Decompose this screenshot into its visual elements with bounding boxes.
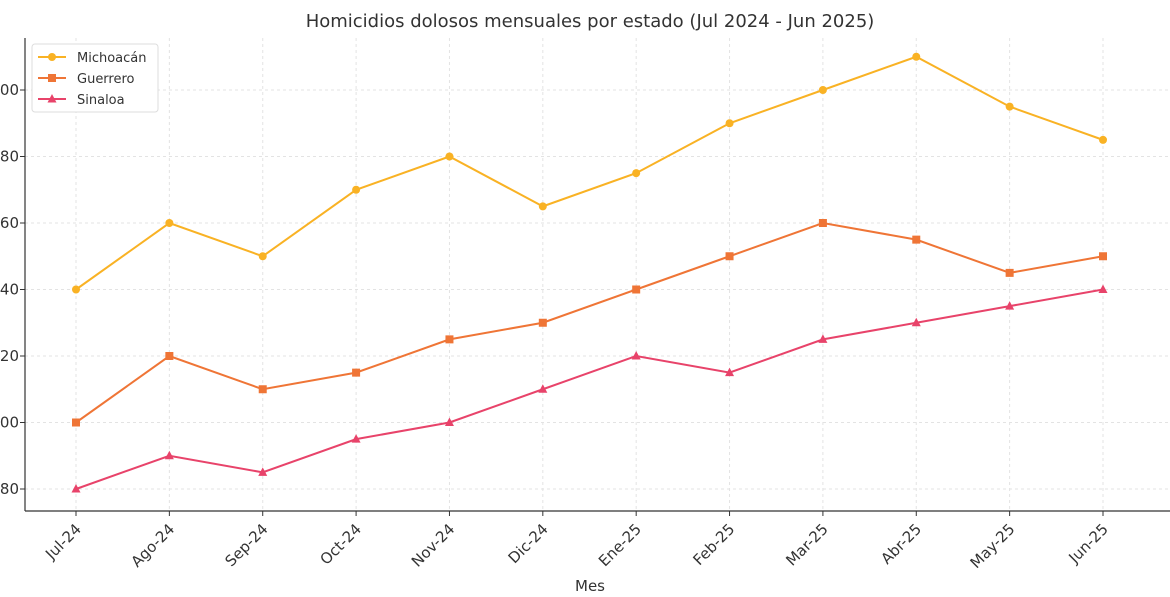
x-tick-label: Jun-25 [1064, 520, 1111, 567]
series-line [75, 221, 1104, 424]
data-point [818, 86, 827, 94]
data-point [1099, 252, 1107, 261]
x-tick-label: Oct-24 [317, 520, 365, 568]
data-point [444, 417, 454, 426]
x-tick-label: Nov-24 [408, 520, 458, 570]
data-point [72, 285, 80, 294]
data-point [351, 434, 361, 443]
y-tick-label: 180 [0, 148, 19, 166]
y-tick-label: 80 [0, 480, 19, 498]
data-point [912, 235, 921, 244]
series-line [75, 55, 1104, 291]
data-point [538, 384, 548, 393]
data-point [818, 219, 827, 227]
y-tick-label: 200 [0, 81, 19, 99]
data-point [538, 318, 547, 327]
data-point [165, 219, 174, 227]
data-point [165, 352, 174, 360]
data-point [725, 252, 734, 261]
data-point [1005, 268, 1014, 277]
series-michoacán [72, 52, 1107, 294]
data-point [352, 368, 361, 377]
data-point [725, 367, 735, 377]
data-point [632, 285, 641, 294]
legend-marker [48, 53, 56, 61]
data-point [725, 119, 734, 128]
x-tick-label: Ene-25 [595, 520, 645, 570]
x-tick-label: Ago-24 [127, 520, 178, 571]
series-guerrero [72, 219, 1107, 427]
data-point [631, 351, 641, 360]
data-point [352, 185, 361, 194]
series-sinaloa [71, 284, 1108, 493]
legend-label: Sinaloa [77, 93, 125, 108]
legend: Michoacán Guerrero Sinaloa [31, 43, 159, 113]
chart-title: Homicidios dolosos mensuales por estado … [306, 11, 875, 32]
data-point [71, 484, 81, 493]
legend-label: Michoacán [77, 51, 147, 66]
x-tick-label: Feb-25 [690, 520, 739, 569]
legend-marker [47, 94, 57, 103]
x-tick-label: Abr-25 [877, 520, 925, 568]
data-point [72, 418, 80, 427]
legend-label: Guerrero [77, 72, 135, 87]
series-line [75, 288, 1104, 490]
data-point [1005, 301, 1015, 310]
data-point [445, 152, 454, 161]
data-point [632, 169, 641, 178]
data-point [1098, 284, 1108, 293]
x-tick-label: Jul-24 [41, 520, 85, 564]
data-point [818, 334, 828, 343]
x-tick-label: Mar-25 [782, 520, 831, 569]
data-point [258, 252, 267, 261]
data-point [258, 467, 268, 476]
y-tick-label: 120 [0, 347, 19, 365]
x-tick-label: Sep-24 [222, 520, 272, 570]
legend-marker [48, 74, 56, 82]
x-tick-label: May-25 [967, 520, 1019, 572]
y-tick-label: 160 [0, 214, 19, 232]
data-point [911, 317, 921, 327]
data-point [1005, 102, 1014, 111]
data-point [164, 450, 174, 460]
data-point [1099, 135, 1107, 144]
data-point [912, 52, 921, 61]
data-point [445, 335, 454, 344]
y-tick-label: 100 [0, 414, 19, 432]
data-point [258, 385, 267, 394]
y-tick-label: 140 [0, 281, 19, 299]
x-tick-label: Dic-24 [505, 520, 552, 567]
data-point [538, 202, 547, 211]
x-axis-label: Mes [575, 577, 605, 595]
